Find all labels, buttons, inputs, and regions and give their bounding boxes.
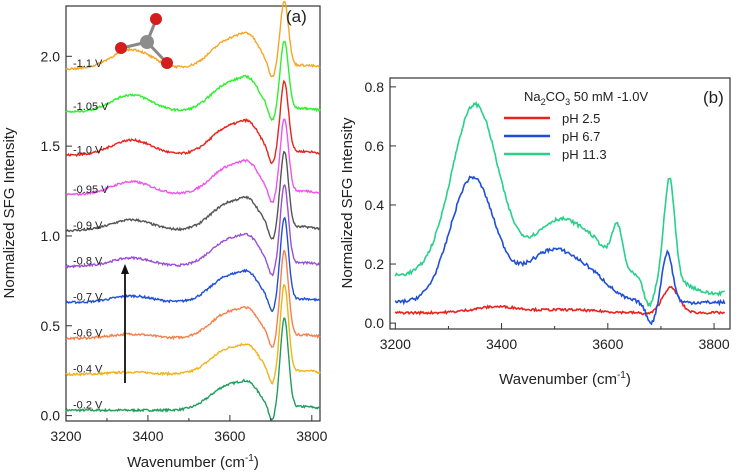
y-tick-label: 2.0 bbox=[41, 48, 61, 64]
panel-a-x-unit-sup: -1 bbox=[245, 453, 254, 464]
y-tick-label: 1.0 bbox=[41, 228, 61, 244]
panel-a-plot-frame bbox=[65, 5, 321, 422]
panel-a-trace-labels: -0.2 V -0.4 V -0.6 V -0.7 V -0.8 V -0.9 V -0.9… bbox=[73, 58, 109, 411]
trace-1-1-V bbox=[65, 0, 321, 78]
x-tick-label: 3400 bbox=[132, 428, 163, 444]
x-tick-label: 3800 bbox=[698, 336, 729, 352]
trace-label: -0.6 V bbox=[73, 328, 103, 340]
carbonate-molecule-icon bbox=[115, 13, 173, 69]
x-tick-label: 3800 bbox=[296, 428, 327, 444]
y-tick-label: 0.6 bbox=[365, 138, 385, 154]
panel-a-x-axis-title: Wavenumber (cm-1) bbox=[127, 453, 259, 471]
x-tick-label: 3200 bbox=[380, 336, 411, 352]
panel-b-y-axis-title: Normalized SFG Intensity bbox=[339, 117, 356, 288]
trace-0-7-V bbox=[65, 216, 321, 313]
panel-b: 3200 3400 3600 3800 0.0 0.2 0.4 0.6 0.8 (b) Na2C… bbox=[339, 77, 731, 388]
trace-label: -0.7 V bbox=[73, 292, 103, 304]
panel-a-label: (a) bbox=[286, 7, 307, 26]
y-tick-label: 0.4 bbox=[365, 197, 385, 213]
legend-label-ph-6-7: pH 6.7 bbox=[562, 129, 600, 144]
trace-pH-2-5 bbox=[394, 285, 726, 316]
trace-label: -0.9 V bbox=[73, 220, 103, 232]
y-tick-label: 0.5 bbox=[41, 318, 61, 334]
panel-b-x-unit-sup: -1 bbox=[617, 370, 626, 381]
panel-b-x-axis-title: Wavenumber (cm-1) bbox=[499, 370, 631, 388]
oxygen-atom-right bbox=[161, 57, 173, 69]
legend-label-ph-11-3: pH 11.3 bbox=[562, 147, 607, 162]
panel-b-legend: Na2CO3 50 mM -1.0V pH 2.5 pH 6.7 pH 11.3 bbox=[504, 89, 649, 162]
trace-label: -1.05 V bbox=[73, 101, 109, 113]
panel-b-traces bbox=[394, 101, 726, 326]
trace-label: -0.2 V bbox=[73, 399, 103, 411]
trace-0-6-V bbox=[65, 249, 321, 348]
potential-arrow bbox=[121, 264, 129, 383]
legend-label-ph-2-5: pH 2.5 bbox=[562, 111, 600, 126]
panel-b-plot-frame bbox=[389, 77, 731, 330]
trace-1-05-V bbox=[65, 40, 321, 122]
trace-label: -1.0 V bbox=[73, 144, 103, 156]
trace-label: -0.4 V bbox=[73, 364, 103, 376]
panel-b-ticks: 3200 3400 3600 3800 0.0 0.2 0.4 0.6 0.8 bbox=[365, 79, 730, 352]
panel-a-ticks: 3200 3400 3600 3800 0.0 0.5 1.0 1.5 2.0 bbox=[41, 48, 328, 444]
panel-b-label: (b) bbox=[703, 88, 724, 107]
y-tick-label: 0.2 bbox=[365, 256, 385, 272]
x-tick-label: 3200 bbox=[50, 428, 81, 444]
trace-label: -0.95 V bbox=[73, 184, 109, 196]
x-tick-label: 3400 bbox=[486, 336, 517, 352]
trace-0-2-V bbox=[65, 317, 321, 422]
carbon-atom bbox=[140, 35, 154, 49]
y-tick-label: 0.8 bbox=[365, 79, 385, 95]
x-tick-label: 3600 bbox=[214, 428, 245, 444]
legend-title: Na2CO3 50 mM -1.0V bbox=[524, 89, 649, 107]
trace-label: -1.1 V bbox=[73, 58, 103, 70]
oxygen-atom-top bbox=[150, 13, 162, 25]
panel-a: -0.2 V -0.4 V -0.6 V -0.7 V -0.8 V -0.9 V -0.9… bbox=[1, 0, 328, 471]
panel-a-y-axis-title: Normalized SFG Intensity bbox=[1, 127, 18, 298]
trace-0-8-V bbox=[65, 184, 321, 277]
oxygen-atom-left bbox=[115, 42, 127, 54]
x-tick-label: 3600 bbox=[592, 336, 623, 352]
trace-1-0-V bbox=[65, 79, 321, 165]
trace-pH-6-7 bbox=[394, 175, 726, 326]
trace-0-9-V bbox=[65, 150, 321, 240]
trace-label: -0.8 V bbox=[73, 256, 103, 268]
y-tick-label: 0.0 bbox=[41, 408, 61, 424]
trace-pH-11-3 bbox=[394, 101, 725, 308]
y-tick-label: 1.5 bbox=[41, 138, 61, 154]
panel-a-traces bbox=[65, 0, 321, 422]
trace-0-95-V bbox=[65, 118, 321, 203]
trace-0-4-V bbox=[65, 283, 321, 385]
y-tick-label: 0.0 bbox=[365, 315, 385, 331]
